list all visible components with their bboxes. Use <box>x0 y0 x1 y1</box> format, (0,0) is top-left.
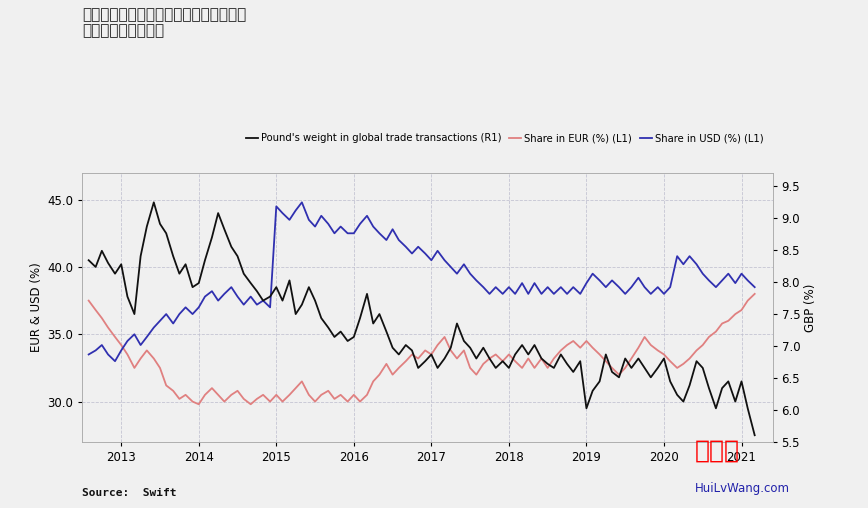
Legend: Pound's weight in global trade transactions (R1), Share in EUR (%) (L1), Share i: Pound's weight in global trade transacti… <box>241 129 767 147</box>
Text: 汇率网: 汇率网 <box>694 438 740 462</box>
Text: HuiLvWang.com: HuiLvWang.com <box>694 482 789 495</box>
Text: 欧元和美元争夺第一: 欧元和美元争夺第一 <box>82 23 165 38</box>
Text: 在全球范围内英镑的使用量跌至历史新低: 在全球范围内英镑的使用量跌至历史新低 <box>82 8 247 23</box>
Y-axis label: GBP (%): GBP (%) <box>805 283 818 332</box>
Text: Source:  Swift: Source: Swift <box>82 488 177 498</box>
Y-axis label: EUR & USD (%): EUR & USD (%) <box>30 263 43 352</box>
